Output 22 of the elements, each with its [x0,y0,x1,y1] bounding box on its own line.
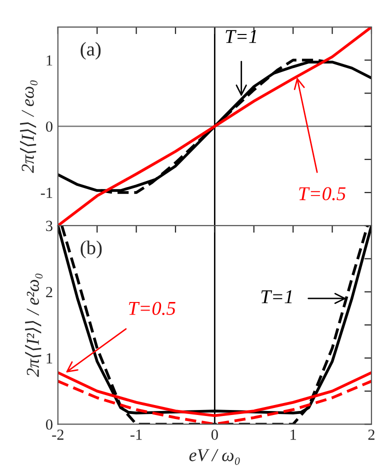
annotation: T=0.5 [299,187,346,200]
annotation: (a) [80,42,101,60]
annotation: T=1 [261,290,292,304]
y-tick-label: 1 [46,353,52,364]
y-axis-title: 2π⟨⟨I⟩⟩ / eω₀ [20,80,38,173]
y-tick-label: 0 [46,121,52,132]
x-tick-label: -1 [130,430,142,440]
x-tick-label: 0 [211,430,218,440]
y-tick-label: 3 [46,220,52,232]
y-tick-label: 0 [46,419,52,430]
annotation: T=1 [226,30,256,43]
x-tick-label: -2 [52,430,64,440]
annotation: T=0.5 [129,302,176,316]
y-axis-title: 2π⟨⟨I²⟩⟩ / e²ω₀ [25,274,43,378]
line-series [58,371,372,418]
x-tick-label: 1 [290,430,296,440]
x-axis-title: eV / ω₀ [189,449,240,465]
y-tick-label: 1 [46,55,52,66]
x-tick-label: 2 [368,430,374,440]
y-tick-label: 2 [46,287,52,298]
annotation: (b) [80,240,102,258]
y-tick-label: -1 [40,188,52,198]
